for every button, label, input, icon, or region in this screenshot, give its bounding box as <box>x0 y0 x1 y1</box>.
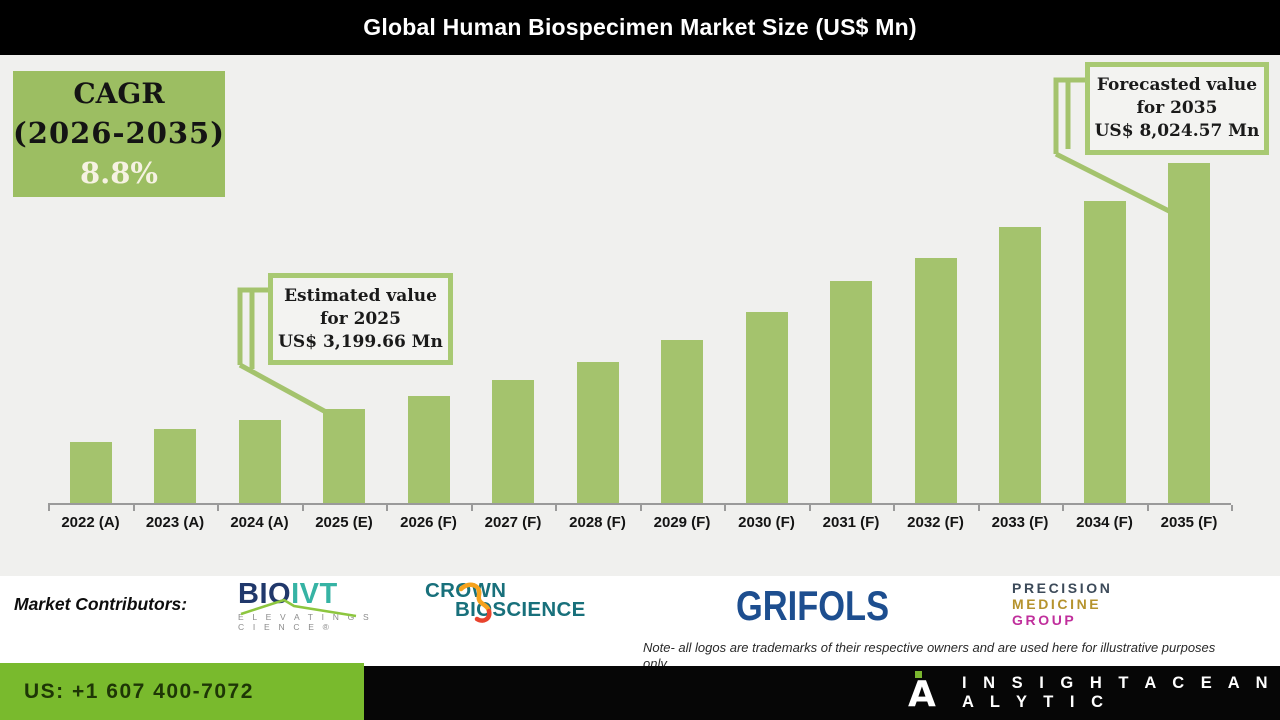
x-axis-tick <box>555 505 558 511</box>
chart-area: CAGR (2026-2035) 8.8% 2022 (A) 2023 (A) 20… <box>0 55 1280 576</box>
bioivt-logo: BIOIVT E L E V A T I N G S C I E N C E ® <box>238 579 378 632</box>
crown-bioscience-logo: CROWN BIOSCIENCE <box>425 579 610 627</box>
x-axis-tick <box>48 505 51 511</box>
bioivt-tagline: E L E V A T I N G S C I E N C E ® <box>238 612 372 632</box>
estimated-callout-line1: Estimated value <box>284 285 437 306</box>
pmg-line1: PRECISION <box>1012 580 1113 596</box>
x-axis-tick <box>724 505 727 511</box>
bar-2027-f <box>492 380 534 503</box>
bar-2026-f <box>407 396 450 503</box>
x-axis-tick <box>386 505 389 511</box>
insight-ace-analytic-logo-icon: A <box>908 671 942 717</box>
bar-2031-f <box>830 281 872 503</box>
cagr-badge: CAGR (2026-2035) 8.8% <box>13 71 225 197</box>
x-label-2026-f: 2026 (F) <box>400 514 457 531</box>
precision-medicine-group-logo: PRECISION MEDICINE GROUP <box>1012 580 1112 628</box>
estimated-callout-line2: for 2025 <box>320 308 401 329</box>
logo-a-glyph: A <box>908 674 936 715</box>
title-bar: Global Human Biospecimen Market Size (US… <box>0 0 1280 55</box>
bar-2030-f <box>745 312 788 503</box>
pmg-line2: MEDICINE <box>1012 596 1102 612</box>
bioivt-wordmark: BIOIVT <box>238 579 378 609</box>
trademark-note: Note- all logos are trademarks of their … <box>643 640 1216 655</box>
cagr-label: CAGR <box>73 77 165 110</box>
x-axis-tick <box>1062 505 1065 511</box>
x-axis-tick <box>301 505 304 511</box>
bar-2022-a <box>69 442 112 503</box>
x-label-2027-f: 2027 (F) <box>484 514 542 531</box>
crown-flame-icon <box>458 582 492 623</box>
x-axis-line <box>48 503 1232 505</box>
x-label-2022-a: 2022 (A) <box>61 514 120 531</box>
insight-ace-analytic-brand: I N S I G H T A C E A N A L Y T I C <box>962 674 1274 711</box>
bar-plot: 2022 (A) 2023 (A) 2024 (A) 2025 (E) 2026 (F)… <box>0 55 1280 576</box>
page-title: Global Human Biospecimen Market Size (US… <box>363 14 917 40</box>
bioivt-wordmark-ivt: IVT <box>291 578 338 610</box>
x-label-2031-f: 2031 (F) <box>822 514 880 531</box>
phone-banner: US: +1 607 400-7072 <box>0 663 364 720</box>
cagr-value: 8.8% <box>79 156 158 190</box>
bar-2035-f <box>1168 163 1210 503</box>
pmg-line3: GROUP <box>1012 612 1077 628</box>
bar-2023-a <box>154 429 196 503</box>
logo-green-dot <box>915 671 922 678</box>
contributors-strip: Market Contributors: BIOIVT E L E V A T … <box>0 576 1280 671</box>
forecast-callout-value: US$ 8,024.57 Mn <box>1094 121 1260 141</box>
forecast-value-callout: Forecasted value for 2035 US$ 8,024.57 M… <box>1085 62 1269 155</box>
x-label-2035-f: 2035 (F) <box>1160 514 1218 531</box>
x-label-2030-f: 2030 (F) <box>738 514 795 531</box>
market-contributors-label: Market Contributors: <box>14 594 188 614</box>
x-axis-tick <box>132 505 135 511</box>
x-label-2029-f: 2029 (F) <box>653 514 711 531</box>
bar-2032-f <box>914 258 957 503</box>
us-phone-number: US: +1 607 400-7072 <box>24 679 254 703</box>
x-axis-tick <box>1146 505 1149 511</box>
bioivt-wordmark-bio: BIO <box>238 578 292 610</box>
bioivt-mountain-icon <box>240 598 357 618</box>
cagr-period: (2026-2035) <box>13 116 225 150</box>
x-label-2028-f: 2028 (F) <box>569 514 626 531</box>
x-label-2023-a: 2023 (A) <box>145 514 205 531</box>
x-axis-tick <box>470 505 473 511</box>
estimated-value-callout: Estimated value for 2025 US$ 3,199.66 Mn <box>268 273 453 365</box>
bar-2024-a <box>238 420 281 503</box>
bar-2033-f <box>999 227 1041 503</box>
forecast-callout-line2: for 2035 <box>1136 98 1218 118</box>
x-axis-tick <box>1231 505 1234 511</box>
bar-2028-f <box>576 362 619 503</box>
bar-2034-f <box>1083 201 1126 503</box>
bar-2029-f <box>661 340 703 503</box>
grifols-logo: GRIFOLS <box>736 582 890 629</box>
x-axis-tick <box>977 505 980 511</box>
x-axis-tick <box>639 505 642 511</box>
x-axis-tick <box>893 505 896 511</box>
footer-bar: US: +1 607 400-7072 A I N S I G H T A C … <box>0 663 1280 720</box>
bar-2025-e <box>323 409 365 503</box>
forecast-callout-line1: Forecasted value <box>1096 75 1258 95</box>
x-label-2025-e: 2025 (E) <box>315 514 373 531</box>
x-label-2032-f: 2032 (F) <box>907 514 964 531</box>
x-axis-tick <box>808 505 811 511</box>
crown-wordmark-line1: CROWN <box>425 579 507 602</box>
estimated-callout-value: US$ 3,199.66 Mn <box>278 331 443 352</box>
x-label-2034-f: 2034 (F) <box>1076 514 1133 531</box>
x-label-2033-f: 2033 (F) <box>991 514 1049 531</box>
x-axis-tick <box>217 505 220 511</box>
x-label-2024-a: 2024 (A) <box>230 514 289 531</box>
